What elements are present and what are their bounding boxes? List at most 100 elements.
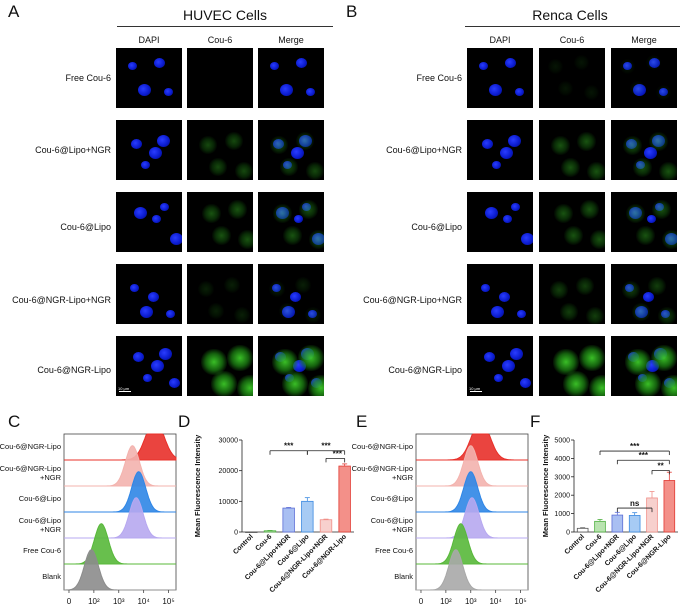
renca-image-r3-dapi (467, 192, 533, 252)
flow_C-label-6: Blank (42, 571, 61, 581)
bar-chart-f: 0 1000 2000 3000 4000 5000 Mean Fluorescence I… (541, 434, 678, 594)
flow_C-xtick-label: 10⁵ (162, 597, 174, 606)
bar-1 (576, 527, 589, 533)
flow_C-label-1: Cou-6@NGR-Lipo (0, 441, 61, 451)
renca-image-r1-cou6 (539, 48, 605, 108)
flow_C-label-4: Cou-6@Lipo (18, 515, 61, 525)
huvec-image-r4-merge (258, 264, 324, 324)
flow_E-histogram-5 (416, 523, 528, 565)
bar-1 (245, 531, 258, 533)
renca-image-r4-dapi (467, 264, 533, 324)
bar-3 (611, 514, 624, 533)
panel-label-a: A (8, 2, 20, 21)
flow_C-histogram-1 (64, 433, 177, 461)
huvec-image-r2-merge (258, 120, 324, 180)
flow_E-label-3: Cou-6@Lipo (370, 493, 413, 503)
huvec-col-cou6: Cou-6 (207, 35, 233, 45)
bar-chart-d: 0 10000 20000 30000 Mean Fluorescence Intens… (193, 434, 354, 594)
flow_E-label-6: Blank (394, 571, 413, 581)
flow_C-label-3: Cou-6@Lipo (18, 493, 61, 503)
bar-2 (263, 530, 277, 533)
huvec-image-r2-cou6 (187, 120, 253, 180)
huvec-row-label-2: Cou-6@Lipo+NGR (35, 145, 111, 155)
huvec-row-label-1: Free Cou-6 (65, 73, 111, 83)
significance-label: ns (630, 499, 640, 508)
significance-label: *** (321, 442, 331, 451)
renca-image-r5-dapi: 10 μm (467, 336, 533, 396)
huvec-col-merge: Merge (278, 35, 304, 45)
huvec-image-r1-dapi (116, 48, 182, 108)
huvec-image-r5-merge (258, 336, 324, 396)
flow_C-histogram-4 (64, 497, 176, 539)
panel-label-f: F (530, 412, 541, 431)
panel-label-e: E (356, 412, 368, 431)
renca-image-r2-dapi (467, 120, 533, 180)
ytick-label: 10000 (219, 499, 239, 506)
category-label-1: Control (564, 533, 587, 556)
panel-label-c: C (8, 412, 21, 431)
flow_C-label-2: Cou-6@NGR-Lipo (0, 463, 61, 473)
huvec-image-r4-cou6 (187, 264, 253, 324)
ytick-label: 30000 (219, 438, 239, 445)
flow_C-label-2-line2: +NGR (39, 472, 61, 482)
renca-title-underline (465, 26, 680, 27)
renca-col-cou6: Cou-6 (559, 35, 585, 45)
huvec-image-r3-cou6 (187, 192, 253, 252)
category-label-1: Control (232, 533, 255, 556)
flow_E-label-2-line2: +NGR (391, 472, 413, 482)
renca-image-r1-dapi (467, 48, 533, 108)
huvec-image-r3-dapi (116, 192, 182, 252)
flow_E-histogram-6 (416, 549, 528, 591)
flow_C-xtick-label: 10³ (113, 597, 125, 606)
flow_C-histogram-5 (64, 523, 176, 565)
flow_E-xtick-label: 10³ (465, 597, 477, 606)
significance-label: *** (333, 449, 343, 458)
flow_E-xtick-label: 0 (419, 597, 424, 606)
huvec-image-r5-dapi: 10 μm (116, 336, 182, 396)
bar-3 (282, 507, 295, 533)
flow_E-xtick-label: 10⁴ (489, 597, 502, 606)
flow-histogram-c: 0 10² 10³ 10⁴ 10⁵ (63, 433, 177, 606)
ytick-label: 20000 (219, 468, 239, 475)
bar-2 (594, 520, 606, 533)
huvec-title-underline (117, 26, 333, 27)
huvec-image-r1-merge (258, 48, 324, 108)
renca-col-dapi: DAPI (489, 35, 511, 45)
renca-row-label-3: Cou-6@Lipo (411, 222, 462, 232)
flow_C-histogram-2 (64, 445, 176, 487)
flow_E-label-2: Cou-6@NGR-Lipo (351, 463, 413, 473)
huvec-row-label-5: Cou-6@NGR-Lipo (37, 365, 111, 375)
renca-image-r1-merge (611, 48, 677, 108)
flow_E-xtick-label: 10² (440, 597, 452, 606)
renca-image-r5-cou6 (539, 336, 605, 396)
ytick-label: 2000 (554, 493, 570, 500)
renca-image-r3-cou6 (539, 192, 605, 252)
panel-label-d: D (178, 412, 191, 431)
flow_E-histogram-4 (416, 497, 528, 539)
flow_C-histogram-6 (64, 549, 176, 591)
flow_E-label-5: Free Cou-6 (375, 545, 413, 555)
flow_C-xtick-label: 0 (67, 597, 72, 606)
ytick-label: 1000 (554, 511, 570, 518)
bar-6 (663, 480, 676, 533)
significance-label: *** (630, 442, 640, 451)
flow_C-label-5: Free Cou-6 (23, 545, 61, 555)
flow_E-xtick-label: 10⁵ (514, 597, 526, 606)
huvec-image-r1-cou6 (187, 48, 253, 108)
renca-image-r2-cou6 (539, 120, 605, 180)
huvec-image-r4-dapi (116, 264, 182, 324)
flow_C-xtick-label: 10² (88, 597, 100, 606)
flow_E-label-4: Cou-6@Lipo (370, 515, 413, 525)
bar-4 (628, 515, 641, 533)
renca-image-r4-cou6 (539, 264, 605, 324)
renca-title: Renca Cells (532, 7, 608, 23)
renca-row-label-5: Cou-6@NGR-Lipo (388, 365, 462, 375)
renca-image-r5-merge (611, 336, 677, 396)
huvec-row-label-3: Cou-6@Lipo (60, 222, 111, 232)
huvec-image-r3-merge (258, 192, 324, 252)
flow_E-histogram-2 (416, 445, 528, 487)
panel-label-b: B (346, 2, 358, 21)
renca-row-label-1: Free Cou-6 (416, 73, 462, 83)
flow-histogram-e: 0 10² 10³ 10⁴ 10⁵ (415, 433, 529, 606)
ytick-label: 3000 (554, 474, 570, 481)
